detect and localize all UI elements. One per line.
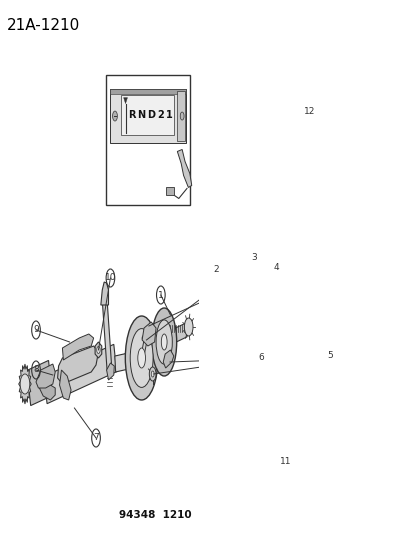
Bar — [121, 95, 173, 135]
Text: 12: 12 — [303, 108, 315, 117]
Ellipse shape — [125, 316, 158, 400]
Polygon shape — [148, 323, 187, 355]
Polygon shape — [57, 346, 98, 384]
Polygon shape — [102, 300, 112, 371]
Polygon shape — [62, 334, 93, 360]
Polygon shape — [140, 337, 147, 359]
Polygon shape — [36, 364, 55, 388]
Circle shape — [180, 112, 184, 120]
Bar — [110, 88, 185, 143]
Ellipse shape — [156, 320, 172, 364]
Text: 4: 4 — [273, 263, 278, 272]
Bar — [110, 88, 185, 94]
Text: 8: 8 — [33, 366, 39, 375]
Text: 5: 5 — [327, 351, 332, 360]
Text: 7: 7 — [93, 433, 99, 442]
Polygon shape — [39, 385, 55, 400]
Text: 10: 10 — [104, 273, 116, 282]
Ellipse shape — [142, 335, 146, 341]
Text: 11: 11 — [279, 457, 291, 466]
Text: 94348  1210: 94348 1210 — [119, 510, 192, 520]
Polygon shape — [19, 364, 31, 404]
Polygon shape — [177, 149, 191, 188]
Ellipse shape — [130, 329, 153, 387]
Text: N: N — [137, 110, 145, 120]
Text: 1: 1 — [158, 290, 163, 300]
Text: D: D — [147, 110, 154, 120]
Circle shape — [184, 318, 192, 336]
Text: 3: 3 — [251, 254, 257, 262]
Polygon shape — [139, 341, 151, 365]
Ellipse shape — [161, 334, 167, 350]
Polygon shape — [106, 363, 114, 380]
Text: R: R — [128, 110, 136, 120]
Text: 21A-1210: 21A-1210 — [7, 18, 80, 33]
Text: 1: 1 — [166, 110, 173, 120]
Polygon shape — [27, 360, 52, 406]
Ellipse shape — [151, 308, 176, 376]
Circle shape — [97, 346, 100, 353]
Polygon shape — [123, 98, 127, 103]
Text: 2: 2 — [213, 265, 218, 274]
Bar — [106, 75, 190, 205]
Polygon shape — [163, 350, 173, 368]
Ellipse shape — [138, 348, 145, 368]
Polygon shape — [142, 322, 156, 346]
Circle shape — [20, 374, 30, 394]
Circle shape — [149, 367, 156, 381]
Bar — [177, 91, 185, 141]
Circle shape — [151, 371, 154, 377]
Polygon shape — [59, 370, 71, 400]
Text: 6: 6 — [258, 353, 264, 362]
Polygon shape — [114, 350, 142, 372]
Polygon shape — [44, 344, 116, 403]
Text: 2: 2 — [157, 110, 163, 120]
Circle shape — [112, 111, 117, 121]
Polygon shape — [101, 282, 108, 305]
Text: 9: 9 — [33, 326, 39, 335]
Bar — [166, 188, 173, 196]
